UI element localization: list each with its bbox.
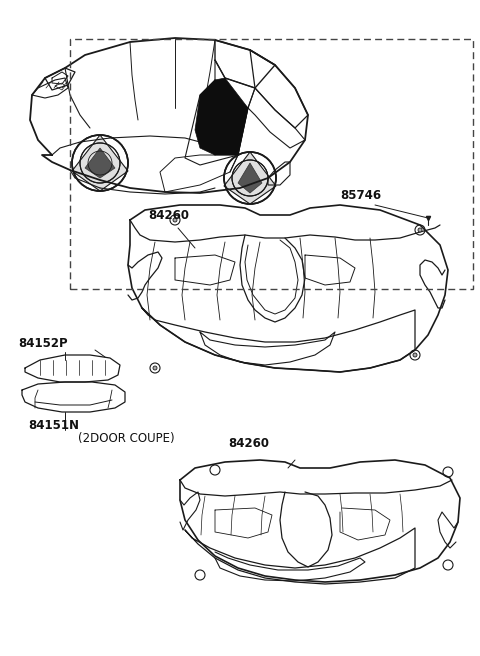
Polygon shape [224, 152, 276, 204]
Text: 84260: 84260 [228, 437, 269, 450]
Text: 84151N: 84151N [28, 419, 79, 432]
Bar [70, 39, 473, 289]
Polygon shape [85, 148, 115, 178]
Polygon shape [195, 78, 248, 155]
Text: 85746: 85746 [340, 189, 381, 202]
Text: 84260: 84260 [148, 209, 189, 222]
Text: 84152P: 84152P [18, 337, 68, 350]
Circle shape [413, 353, 417, 357]
Circle shape [153, 366, 157, 370]
Polygon shape [72, 135, 128, 191]
Text: (2DOOR COUPE): (2DOOR COUPE) [78, 432, 175, 445]
Circle shape [418, 228, 422, 232]
Circle shape [173, 218, 177, 222]
Polygon shape [238, 163, 262, 193]
